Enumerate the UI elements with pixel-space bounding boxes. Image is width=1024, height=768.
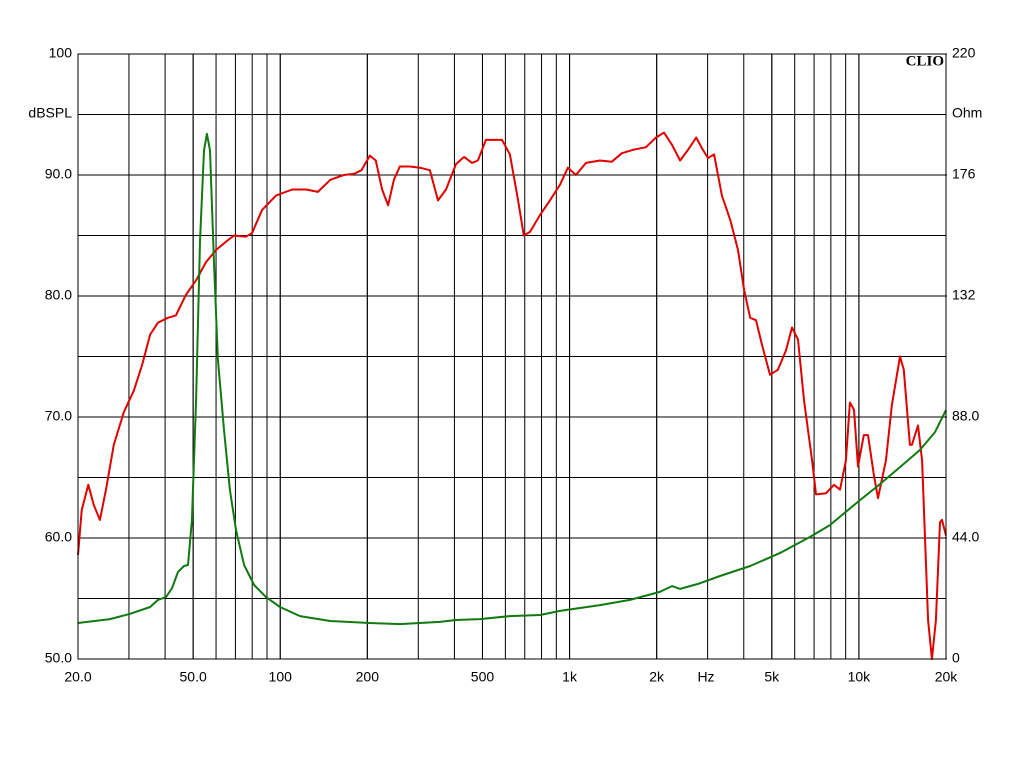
y-tick-label: 50.0	[45, 650, 72, 666]
y-tick-label: 70.0	[45, 408, 72, 424]
series-line	[77, 131, 947, 660]
x-tick-label: 1k	[562, 669, 578, 685]
x-tick-label: 10k	[848, 669, 872, 685]
y2-tick-label: 176	[952, 166, 976, 182]
y-tick-label: 90.0	[45, 166, 72, 182]
x-tick-label: 50.0	[180, 669, 207, 685]
y2-tick-label: 44.0	[952, 529, 979, 545]
plot-frame	[77, 53, 947, 660]
y-axis-label: dBSPL	[28, 105, 72, 121]
y-tick-label: 80.0	[45, 287, 72, 303]
x-tick-label: 100	[269, 669, 293, 685]
x-tick-label: 200	[356, 669, 380, 685]
x-tick-label: 20k	[935, 669, 959, 685]
y2-tick-label: 132	[952, 287, 976, 303]
logo: CLIO	[906, 53, 944, 69]
x-tick-label: 5k	[764, 669, 780, 685]
y-tick-label: 100	[49, 45, 73, 61]
y2-tick-label: 220	[952, 45, 976, 61]
x-tick-label: 500	[471, 669, 495, 685]
x-tick-label: 20.0	[64, 669, 91, 685]
y2-axis-label: Ohm	[952, 105, 982, 121]
plot	[77, 131, 947, 660]
y-tick-label: 60.0	[45, 529, 72, 545]
x-axis-label: Hz	[697, 669, 714, 685]
y2-tick-label: 0	[952, 650, 960, 666]
y2-tick-label: 88.0	[952, 408, 979, 424]
series-line	[77, 132, 947, 626]
grid	[77, 53, 947, 660]
x-tick-label: 2k	[649, 669, 665, 685]
